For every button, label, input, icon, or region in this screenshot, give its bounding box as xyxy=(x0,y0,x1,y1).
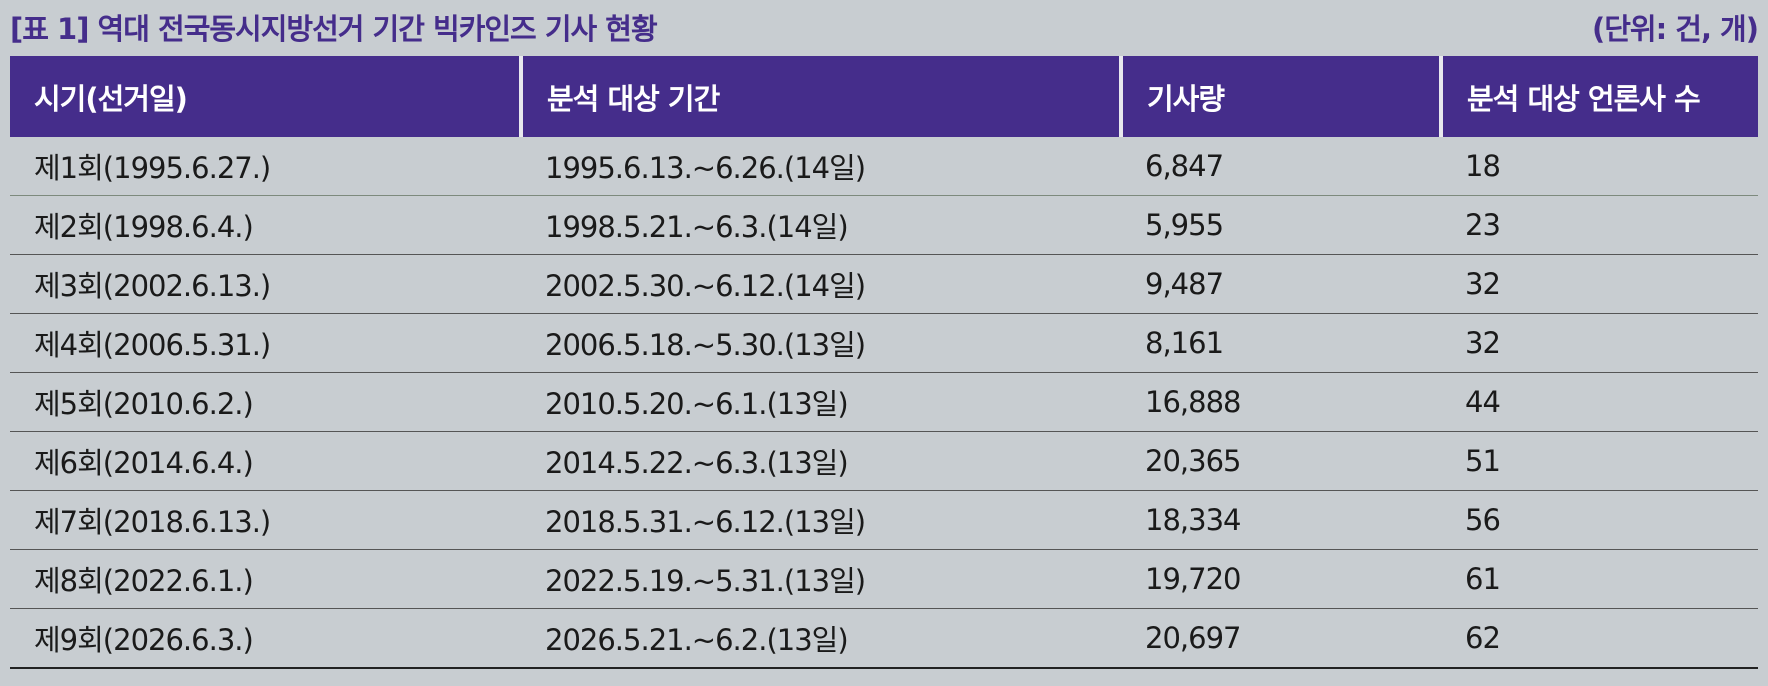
column-header: 분석 대상 언론사 수 xyxy=(1439,56,1758,137)
table-cell: 20,365 xyxy=(1121,431,1441,491)
table-row: 제1회(1995.6.27.) 1995.6.13.~6.26.(14일) 6,84… xyxy=(10,137,1758,196)
table-cell: 18,334 xyxy=(1121,490,1441,550)
table-row: 제2회(1998.6.4.) 1998.5.21.~6.3.(14일) 5,955 2… xyxy=(10,195,1758,255)
table-cell: 2002.5.30.~6.12.(14일) xyxy=(521,254,1121,314)
table-row: 제6회(2014.6.4.) 2014.5.22.~6.3.(13일) 20,365… xyxy=(10,431,1758,491)
table-row: 제3회(2002.6.13.) 2002.5.30.~6.12.(14일) 9,48… xyxy=(10,254,1758,314)
table-row: 제4회(2006.5.31.) 2006.5.18.~5.30.(13일) 8,16… xyxy=(10,313,1758,373)
table-cell: 제1회(1995.6.27.) xyxy=(10,137,521,196)
table-cell: 18 xyxy=(1441,137,1758,196)
table-cell: 1998.5.21.~6.3.(14일) xyxy=(521,195,1121,255)
table-cell: 5,955 xyxy=(1121,195,1441,255)
table-cell: 제8회(2022.6.1.) xyxy=(10,549,521,609)
table-row: 제8회(2022.6.1.) 2022.5.19.~5.31.(13일) 19,72… xyxy=(10,549,1758,609)
table-cell: 2022.5.19.~5.31.(13일) xyxy=(521,549,1121,609)
table-cell: 16,888 xyxy=(1121,372,1441,432)
table-row: 제7회(2018.6.13.) 2018.5.31.~6.12.(13일) 18,3… xyxy=(10,490,1758,550)
table-title: [표 1] 역대 전국동시지방선거 기간 빅카인즈 기사 현황 xyxy=(10,12,658,46)
table-cell: 2010.5.20.~6.1.(13일) xyxy=(521,372,1121,432)
table-cell: 2006.5.18.~5.30.(13일) xyxy=(521,313,1121,373)
table-cell: 20,697 xyxy=(1121,608,1441,669)
table-cell: 6,847 xyxy=(1121,137,1441,196)
header-row: 시기(선거일) 분석 대상 기간 기사량 분석 대상 언론사 수 xyxy=(10,56,1758,137)
table-cell: 제4회(2006.5.31.) xyxy=(10,313,521,373)
table-cell: 19,720 xyxy=(1121,549,1441,609)
table-cell: 제9회(2026.6.3.) xyxy=(10,608,521,669)
column-header: 시기(선거일) xyxy=(10,56,521,137)
table-cell: 32 xyxy=(1441,254,1758,314)
table-cell: 56 xyxy=(1441,490,1758,550)
table-cell: 32 xyxy=(1441,313,1758,373)
table-cell: 제7회(2018.6.13.) xyxy=(10,490,521,550)
table-cell: 제6회(2014.6.4.) xyxy=(10,431,521,491)
table-cell: 제5회(2010.6.2.) xyxy=(10,372,521,432)
data-table: 시기(선거일) 분석 대상 기간 기사량 분석 대상 언론사 수 제1회(1995.6… xyxy=(10,56,1758,669)
table-cell: 51 xyxy=(1441,431,1758,491)
table-cell: 2026.5.21.~6.2.(13일) xyxy=(521,608,1121,669)
table-cell: 제2회(1998.6.4.) xyxy=(10,195,521,255)
table-cell: 제3회(2002.6.13.) xyxy=(10,254,521,314)
table-row: 제9회(2026.6.3.) 2026.5.21.~6.2.(13일) 20,697… xyxy=(10,608,1758,669)
table-cell: 61 xyxy=(1441,549,1758,609)
table-cell: 2014.5.22.~6.3.(13일) xyxy=(521,431,1121,491)
table-cell: 1995.6.13.~6.26.(14일) xyxy=(521,137,1121,196)
column-header: 분석 대상 기간 xyxy=(519,56,1121,137)
table-cell: 62 xyxy=(1441,608,1758,669)
table-cell: 9,487 xyxy=(1121,254,1441,314)
column-header: 기사량 xyxy=(1119,56,1441,137)
table-cell: 44 xyxy=(1441,372,1758,432)
table-cell: 8,161 xyxy=(1121,313,1441,373)
table-cell: 2018.5.31.~6.12.(13일) xyxy=(521,490,1121,550)
unit-note: (단위: 건, 개) xyxy=(1591,12,1759,46)
table-cell: 23 xyxy=(1441,195,1758,255)
table-row: 제5회(2010.6.2.) 2010.5.20.~6.1.(13일) 16,888… xyxy=(10,372,1758,432)
